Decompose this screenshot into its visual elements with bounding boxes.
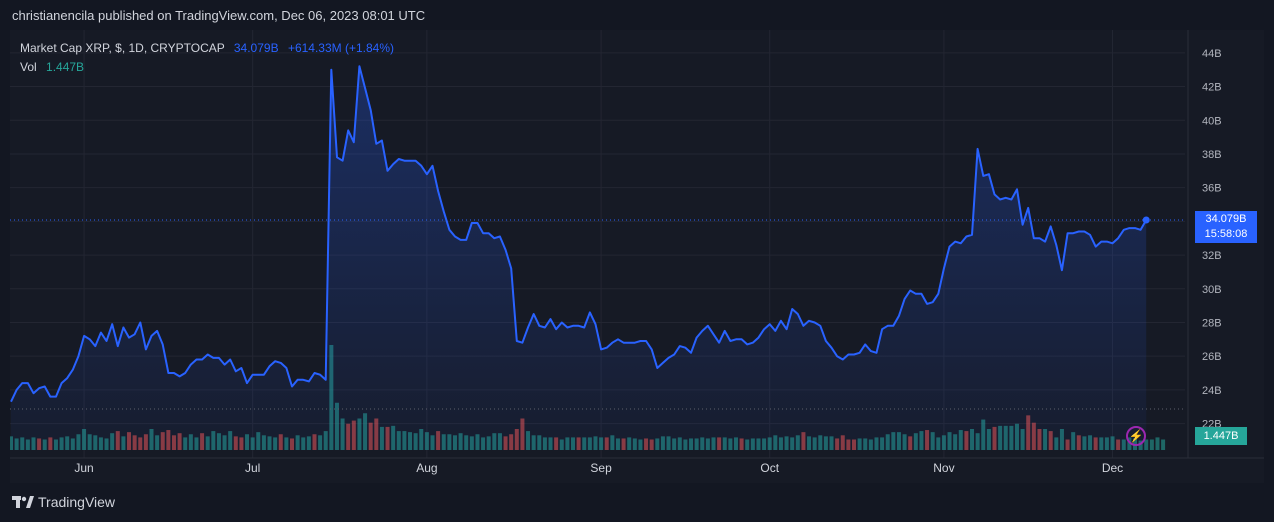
last-price-tag: 34.079B 15:58:08 [1195, 211, 1257, 243]
last-price-value: 34.079B [1205, 213, 1247, 225]
x-tick-label: Nov [933, 461, 954, 475]
x-tick-label: Jul [245, 461, 260, 475]
legend-volume-row[interactable]: Vol 1.447B [20, 58, 394, 77]
volume-bar [1144, 439, 1149, 450]
y-tick-label: 40B [1202, 115, 1222, 127]
bar-countdown: 15:58:08 [1204, 228, 1248, 240]
publish-info: christianencila published on TradingView… [12, 8, 426, 23]
legend-vol-value: 1.447B [46, 60, 85, 74]
volume-bar [1161, 439, 1166, 450]
x-tick-label: Sep [590, 461, 612, 475]
tradingview-logo-icon [12, 496, 34, 508]
y-tick-label: 28B [1202, 317, 1222, 329]
volume-bar [1155, 437, 1160, 450]
lightning-bolt-icon[interactable]: ⚡ [1126, 426, 1146, 446]
y-tick-label: 36B [1202, 183, 1222, 195]
y-tick-label: 38B [1202, 149, 1222, 161]
y-tick-label: 32B [1202, 250, 1222, 262]
x-tick-label: Oct [760, 461, 779, 475]
legend-vol-label: Vol [20, 60, 37, 74]
volume-tag: 1.447B [1195, 427, 1247, 445]
legend-change: +614.33M (+1.84%) [287, 41, 395, 55]
legend-symbol: Market Cap XRP, $, 1D, CRYPTOCAP [20, 41, 225, 55]
volume-bar [1149, 439, 1154, 450]
y-tick-label: 42B [1202, 82, 1222, 94]
brand-name: TradingView [38, 494, 116, 510]
price-line [10, 65, 1148, 403]
last-value-dot [1142, 216, 1150, 224]
y-tick-label: 24B [1202, 385, 1222, 397]
price-area-fill [11, 66, 1147, 451]
chart-canvas[interactable]: 44B42B40B38B36B34B32B30B28B26B24B22BJunJ… [10, 30, 1264, 483]
legend-last-value: 34.079B [233, 41, 279, 55]
y-tick-label: 30B [1202, 284, 1222, 296]
chart-legend: Market Cap XRP, $, 1D, CRYPTOCAP 34.079B… [20, 39, 394, 77]
tradingview-brand[interactable]: TradingView [12, 494, 115, 510]
y-tick-label: 44B [1202, 48, 1222, 60]
x-tick-label: Dec [1102, 461, 1123, 475]
x-tick-label: Jun [74, 461, 93, 475]
x-tick-label: Aug [416, 461, 437, 475]
y-tick-label: 26B [1202, 351, 1222, 363]
legend-symbol-row[interactable]: Market Cap XRP, $, 1D, CRYPTOCAP 34.079B… [20, 39, 394, 58]
chart-frame[interactable]: 44B42B40B38B36B34B32B30B28B26B24B22BJunJ… [10, 30, 1264, 483]
